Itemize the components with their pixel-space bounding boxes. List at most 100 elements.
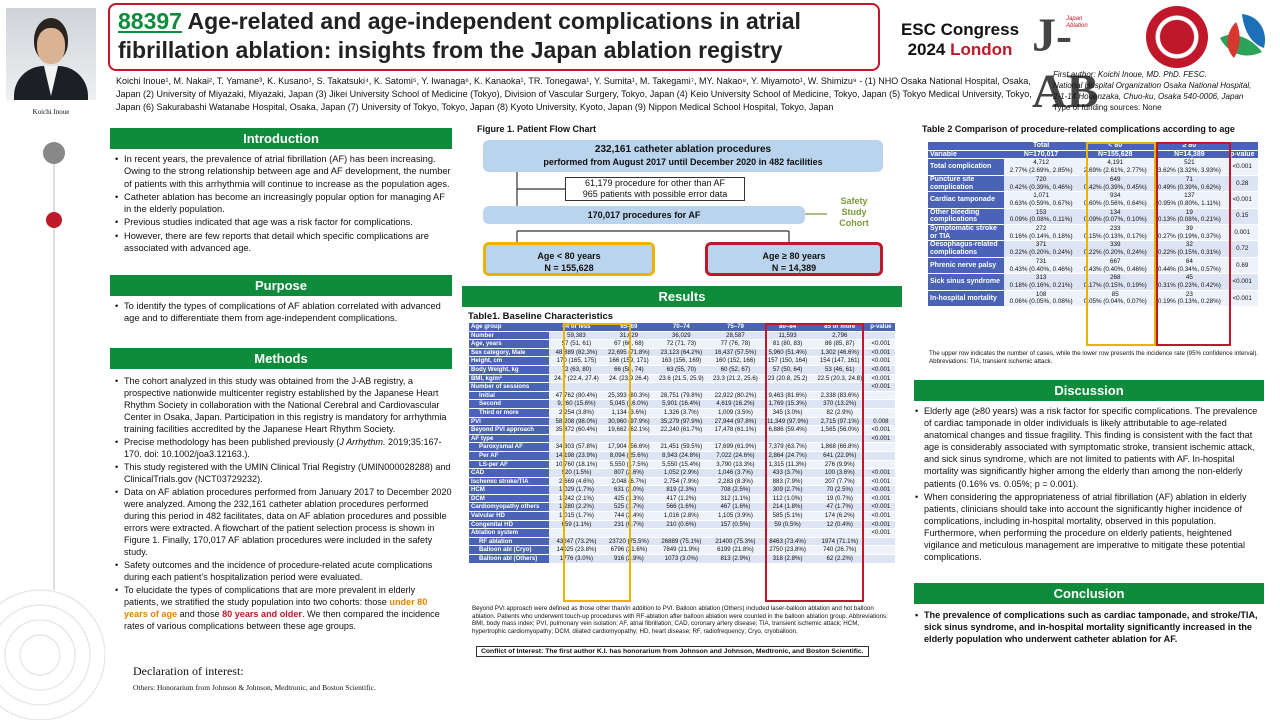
table1-row-label: Body Weight, kg	[469, 365, 550, 375]
table1-cell: 81 (80, 83)	[762, 339, 813, 349]
under-80-highlight	[563, 323, 631, 602]
table1-cell: 807 (2.6%)	[603, 468, 655, 478]
table1-row-label: Ablation system	[469, 528, 550, 538]
table1-cell: 585 (5.1%)	[762, 511, 813, 521]
table1-row: Sex category, Male 48,889 (82.3%) 22,695 (…	[469, 348, 895, 358]
table1-row: AF type <0.001	[469, 434, 895, 444]
table1-cell: 22,240 (61.7%)	[654, 425, 709, 435]
author-list: Koichi Inoue¹, M. Nakai², T. Yamane³, K.…	[116, 76, 1032, 112]
table1-row-label: CAD	[469, 468, 550, 478]
table1-row: RF ablation 43247 (73.2%) 23720 (75.5%) 268…	[469, 537, 895, 547]
flow-box-80-plus: Age ≥ 80 years N = 14,389	[705, 242, 883, 276]
table1-cell: 60 (52, 67)	[708, 365, 763, 375]
table1-cell: 8,094 (25.6%)	[603, 451, 655, 461]
over-80-col-highlight	[1156, 142, 1231, 346]
table1-cell	[708, 382, 763, 392]
table1-cell: 35,279 (97.9%)	[654, 417, 709, 427]
table1-row-label: AF type	[469, 434, 550, 444]
table1-cell	[866, 545, 895, 556]
table1-row-label: Paroxysmal AF	[469, 442, 550, 452]
table2-note: The upper row indicates the number of ca…	[929, 350, 1259, 365]
table1-cell: <0.001	[866, 348, 895, 358]
table1-row: Congenital HD 659 (1.1%) 231 (0.7%) 210 (0.…	[469, 520, 895, 530]
leaf-logo	[1220, 14, 1266, 58]
table1-header-cell: 70–74	[654, 323, 709, 332]
table1-cell: 467 (1.6%)	[708, 502, 763, 513]
table1-cell: 57 (51, 61)	[549, 339, 604, 349]
table1-cell: 2,338 (83.6%)	[812, 391, 867, 401]
table1-note: Beyond PVI approach were defined as thos…	[472, 605, 888, 635]
table1-row-label: Initial	[469, 391, 550, 401]
table1-cell	[812, 528, 867, 538]
table1-row: Paroxysmal AF 34,303 (57.8%) 17,904 (56.6%…	[469, 442, 895, 452]
methods-bullet: The cohort analyzed in this study was ob…	[114, 375, 452, 435]
table1-row-label: Balloon abl (Others)	[469, 554, 550, 564]
complications-table-wrap: Total < 80 ≥ 80 Variable N=170,017 N=155,628 N…	[928, 142, 1258, 346]
table1-cell: 1,242 (2.1%)	[549, 494, 604, 504]
table1-cell: 740 (26.7%)	[812, 545, 867, 556]
table1-row-label: Congenital HD	[469, 520, 550, 530]
table2-cell: 268 0.17% (0.15%, 0.19%)	[1078, 273, 1153, 291]
table2-row: Cardiac tamponade 1,071 0.63% (0.59%, 0.67…	[928, 191, 1258, 209]
table1-cell: 25,393 (80.3%)	[603, 391, 655, 401]
table1-cell: <0.001	[866, 485, 895, 495]
table2-row-label: Oesophagus-related complications	[928, 240, 1004, 258]
table1-cell: 1,868 (66.8%)	[812, 442, 867, 452]
table1-cell: 1,134 (3.6%)	[603, 408, 655, 418]
table1-cell: 24. (23.9 26.4)	[603, 374, 655, 384]
table1-cell: 163 (156, 169)	[654, 356, 709, 366]
table1-row: Number 59,383 31,629 36,029 28,587 11,593 2,79…	[469, 331, 895, 341]
table1-row: DCM 1,242 (2.1%) 425 (1.3%) 417 (1.2%) 312 (…	[469, 494, 895, 504]
abstract-number[interactable]: 88397	[118, 8, 182, 34]
table1-cell: <0.001	[866, 520, 895, 530]
table1-row-label: Ischemic stroke/TIA	[469, 477, 550, 487]
table1-cell: <0.001	[866, 434, 895, 444]
table2-row: In-hospital mortality 108 0.06% (0.05%, 0.…	[928, 290, 1258, 308]
table1-cell: 214 (1.8%)	[762, 502, 813, 513]
table1-cell: <0.001	[866, 356, 895, 366]
table1-row-label: Sex category, Male	[469, 348, 550, 358]
table1-cell: 425 (1.3%)	[603, 494, 655, 504]
conflict-of-interest: Conflict of Interest: The first author K…	[476, 646, 869, 657]
author-photo	[6, 8, 96, 100]
table1-cell: 34,303 (57.8%)	[549, 442, 604, 452]
table1-row-label: Balloon abl (Cryo)	[469, 545, 550, 556]
table1-cell: 659 (1.1%)	[549, 520, 604, 530]
poster-title: 88397 Age-related and age-independent co…	[118, 8, 801, 63]
over-80-highlight	[765, 323, 864, 602]
table1-cell: 1974 (71.1%)	[812, 537, 867, 547]
table1-row-label: Number	[469, 331, 550, 341]
flow-box-af-procedures: 170,017 procedures for AF	[483, 206, 805, 224]
table1-cell: 170 (165, 175)	[549, 356, 604, 366]
table2-pvalue: 0.72	[1226, 240, 1258, 258]
table1-header-cell: Age group	[469, 323, 550, 332]
table1-row-label: Age, years	[469, 339, 550, 349]
table1-cell	[549, 528, 604, 538]
table1-cell: 22,922 (80.2%)	[708, 391, 763, 401]
table1-cell	[654, 382, 709, 392]
table1-cell: 23,123 (64.2%)	[654, 348, 709, 358]
table1-cell: 920 (1.5%)	[549, 468, 604, 478]
table1-cell: <0.001	[866, 425, 895, 435]
table1-cell: 31,629	[603, 331, 655, 341]
table1-cell	[812, 434, 867, 444]
table1-cell: 916 (2.9%)	[603, 554, 655, 564]
flow-box-under-80: Age < 80 years N = 155,628	[483, 242, 655, 276]
table1-row: Ablation system <0.001	[469, 528, 895, 538]
jab-logo-text: J-AB	[1032, 9, 1099, 118]
table1-row-label: HCM	[469, 485, 550, 495]
table2-row-label: Symptomatic stroke or TIA	[928, 224, 1004, 242]
table1-header-cell: p-value	[866, 323, 895, 332]
table1-cell: 62 (2.2%)	[812, 554, 867, 564]
table2-pvalue: 0.001	[1226, 224, 1258, 242]
table1-cell: 22,695 (71.8%)	[603, 348, 655, 358]
table1-cell: 1,015 (1.7%)	[549, 511, 604, 521]
table1-cell: 63 (55, 70)	[654, 365, 709, 375]
table2-cell: 934 0.60% (0.56%, 0.64%)	[1078, 191, 1153, 209]
table2-cell: 233 0.15% (0.13%, 0.17%)	[1078, 224, 1153, 242]
table1-cell: 16,437 (57.5%)	[708, 348, 763, 358]
discussion-section: Discussion Elderly age (≥80 years) was a…	[914, 380, 1264, 564]
table1-cell: 23.6 (21.5, 25.9)	[654, 374, 709, 384]
table1-cell: 5,550 (17.5%)	[603, 460, 655, 470]
table1-cell: <0.001	[866, 365, 895, 375]
